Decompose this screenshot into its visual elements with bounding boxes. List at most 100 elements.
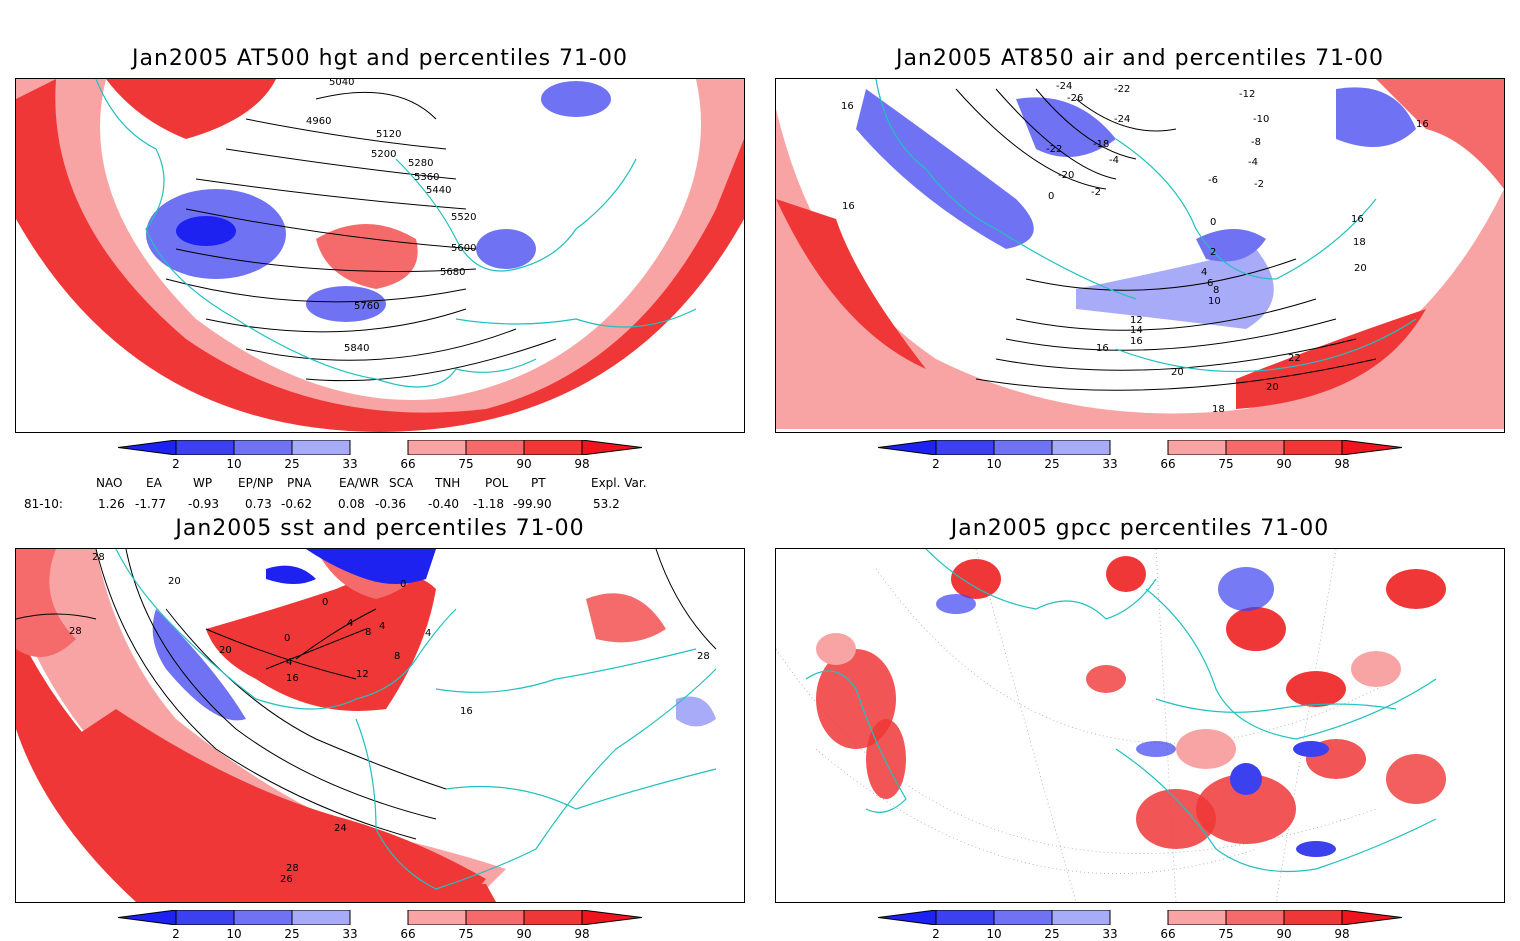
- svg-text:10: 10: [1208, 296, 1221, 307]
- cbar-label: 2: [932, 457, 940, 471]
- svg-text:5200: 5200: [371, 149, 396, 160]
- svg-text:18: 18: [1353, 237, 1366, 248]
- index-value: -0.36: [375, 497, 407, 511]
- svg-text:16: 16: [1130, 336, 1143, 347]
- svg-text:16: 16: [1416, 119, 1429, 130]
- svg-text:6: 6: [1207, 278, 1213, 289]
- svg-text:0: 0: [322, 597, 328, 608]
- colorbar-swatches: [878, 440, 1402, 455]
- cbar-label: 75: [1218, 457, 1234, 471]
- svg-text:-8: -8: [1251, 137, 1261, 148]
- index-header: WP: [193, 476, 213, 490]
- cbar-label: 75: [458, 927, 474, 941]
- svg-text:16: 16: [286, 673, 299, 684]
- panel-850air-map: -24 -26 -22 -24 -12 -10 -8 -4 -2 -6 -22 …: [775, 78, 1505, 433]
- svg-text:16: 16: [1096, 343, 1109, 354]
- svg-text:22: 22: [1288, 353, 1301, 364]
- svg-text:5120: 5120: [376, 129, 401, 140]
- svg-text:-12: -12: [1239, 89, 1255, 100]
- svg-text:5520: 5520: [451, 212, 476, 223]
- svg-text:20: 20: [168, 576, 181, 587]
- index-value: 0.73: [245, 497, 272, 511]
- svg-text:20: 20: [1266, 382, 1279, 393]
- panel3-title: Jan2005 sst and percentiles 71-00: [175, 516, 585, 541]
- index-header: POL: [485, 476, 509, 490]
- panel-500hgt-map: 5040 4960 5120 5200 5280 5360 5440 5520 …: [15, 78, 745, 433]
- cbar-label: 25: [1044, 457, 1060, 471]
- panel2-title: Jan2005 AT850 air and percentiles 71-00: [895, 46, 1385, 71]
- svg-text:-10: -10: [1253, 114, 1269, 125]
- svg-text:12: 12: [356, 669, 369, 680]
- cbar-label: 90: [516, 927, 532, 941]
- index-headers: NAO EA WP EP/NP PNA EA/WR SCA TNH POL PT…: [0, 476, 760, 492]
- map-gpcc: [776, 549, 1504, 902]
- cbar-label: 66: [400, 927, 416, 941]
- svg-text:4: 4: [286, 657, 292, 668]
- cbar-label: 98: [574, 927, 590, 941]
- panel-gpcc-map: [775, 548, 1505, 903]
- map-850air: -24 -26 -22 -24 -12 -10 -8 -4 -2 -6 -22 …: [776, 79, 1504, 432]
- colorbar-panel3: 2 10 25 33 66 75 90 98: [118, 910, 642, 941]
- svg-text:-2: -2: [1091, 187, 1101, 198]
- cbar-label: 75: [1218, 927, 1234, 941]
- svg-text:16: 16: [1351, 214, 1364, 225]
- panel1-title: Jan2005 AT500 hgt and percentiles 71-00: [132, 46, 628, 71]
- svg-text:16: 16: [460, 706, 473, 717]
- panel4-title: Jan2005 gpcc percentiles 71-00: [950, 516, 1330, 541]
- svg-text:0: 0: [400, 579, 406, 590]
- cbar-label: 66: [400, 457, 416, 471]
- cbar-label: 98: [574, 457, 590, 471]
- cbar-label: 2: [172, 457, 180, 471]
- index-values: 81-10: 1.26 -1.77 -0.93 0.73 -0.62 0.08 …: [0, 497, 760, 513]
- index-header: PT: [531, 476, 546, 490]
- svg-text:-20: -20: [1058, 170, 1074, 181]
- colorbar-panel1: 2 10 25 33 66 75 90 98: [118, 440, 642, 471]
- svg-text:8: 8: [365, 627, 371, 638]
- index-value: -0.93: [188, 497, 220, 511]
- index-value: -99.90: [513, 497, 552, 511]
- cbar-label: 33: [1102, 457, 1118, 471]
- svg-text:4: 4: [1201, 267, 1207, 278]
- index-value: 53.2: [593, 497, 620, 511]
- svg-text:5600: 5600: [451, 243, 476, 254]
- svg-text:4: 4: [347, 618, 353, 629]
- cbar-label: 90: [1276, 927, 1292, 941]
- colorbar-panel2: 2 10 25 33 66 75 90 98: [878, 440, 1402, 471]
- svg-text:28: 28: [286, 863, 299, 874]
- cbar-label: 90: [1276, 457, 1292, 471]
- panel-sst-map: 28 20 28 0 0 4 8 4 4 0 20 4 16 12 8 16 2…: [15, 548, 745, 903]
- colorbar-swatches: [118, 440, 642, 455]
- cbar-label: 75: [458, 457, 474, 471]
- svg-text:-24: -24: [1114, 114, 1130, 125]
- index-value: 1.26: [98, 497, 125, 511]
- colorbar-swatches: [118, 910, 642, 925]
- cbar-label: 10: [226, 457, 242, 471]
- svg-text:28: 28: [697, 651, 710, 662]
- cbar-label: 33: [342, 457, 358, 471]
- svg-text:8: 8: [1213, 285, 1219, 296]
- colorbar-panel4: 2 10 25 33 66 75 90 98: [878, 910, 1402, 941]
- cbar-label: 25: [284, 457, 300, 471]
- cbar-label: 66: [1160, 927, 1176, 941]
- index-row-label: 81-10:: [24, 497, 63, 511]
- svg-text:-22: -22: [1114, 84, 1130, 95]
- svg-text:-6: -6: [1208, 175, 1218, 186]
- svg-text:5680: 5680: [440, 267, 465, 278]
- index-value: -0.40: [428, 497, 460, 511]
- svg-text:12: 12: [1130, 315, 1143, 326]
- map-500hgt: 5040 4960 5120 5200 5280 5360 5440 5520 …: [16, 79, 744, 432]
- cbar-label: 10: [986, 457, 1002, 471]
- cbar-label: 25: [1044, 927, 1060, 941]
- index-header: EA: [146, 476, 162, 490]
- index-value: -1.77: [135, 497, 167, 511]
- cbar-label: 33: [342, 927, 358, 941]
- index-value: -0.62: [281, 497, 313, 511]
- svg-text:2: 2: [1210, 247, 1216, 258]
- svg-text:5440: 5440: [426, 185, 451, 196]
- svg-text:24: 24: [334, 823, 347, 834]
- svg-text:-18: -18: [1093, 139, 1109, 150]
- svg-text:28: 28: [92, 552, 105, 563]
- svg-text:16: 16: [841, 101, 854, 112]
- svg-text:5360: 5360: [414, 172, 439, 183]
- index-header: TNH: [435, 476, 461, 490]
